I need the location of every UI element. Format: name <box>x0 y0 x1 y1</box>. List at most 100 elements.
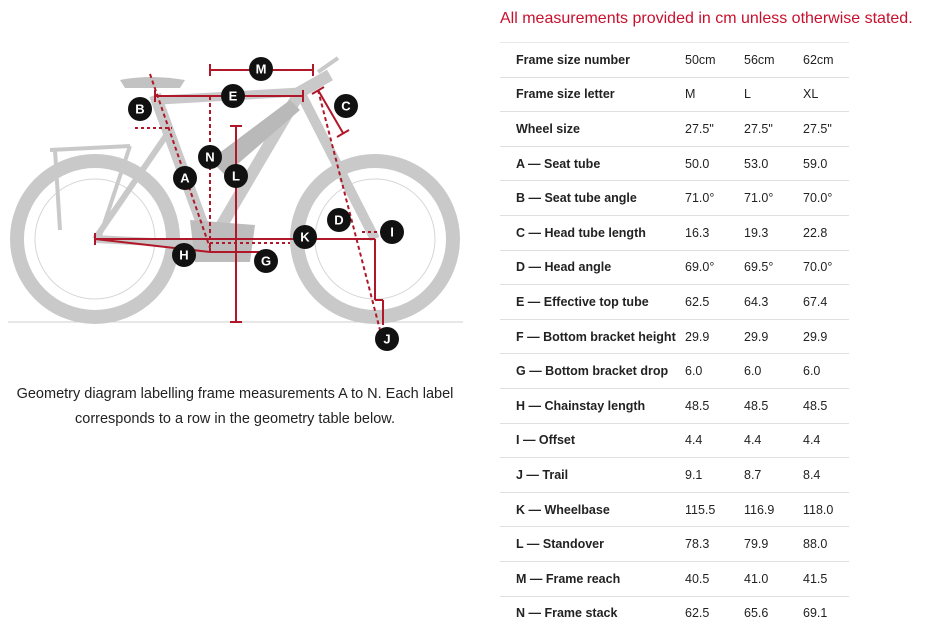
table-row: E — Effective top tube 62.5 64.3 67.4 <box>500 284 849 320</box>
row-value: 71.0° <box>744 180 803 216</box>
units-notice: All measurements provided in cm unless o… <box>500 10 913 27</box>
row-value: 29.9 <box>803 318 849 354</box>
row-value: 64.3 <box>744 284 803 320</box>
table-row: J — Trail 9.1 8.7 8.4 <box>500 457 849 493</box>
label-C: C <box>334 94 358 118</box>
row-value: 22.8 <box>803 214 849 251</box>
label-N: N <box>198 145 222 169</box>
table-row: I — Offset 4.4 4.4 4.4 <box>500 422 849 458</box>
svg-text:G: G <box>261 254 271 269</box>
row-label: D — Head angle <box>500 249 685 285</box>
row-value: 79.9 <box>744 526 803 562</box>
row-value: 41.5 <box>803 560 849 596</box>
row-label: J — Trail <box>500 457 685 493</box>
table-row: F — Bottom bracket height 29.9 29.9 29.9 <box>500 318 849 354</box>
row-label: Frame size letter <box>500 76 685 112</box>
diagram-caption: Geometry diagram labelling frame measure… <box>16 386 454 427</box>
row-label: F — Bottom bracket height <box>500 318 685 354</box>
row-label: G — Bottom bracket drop <box>500 353 685 389</box>
table-row: K — Wheelbase 115.5 116.9 118.0 <box>500 491 849 527</box>
table-row: Wheel size 27.5" 27.5" 27.5" <box>500 111 849 147</box>
row-value: 65.6 <box>744 595 803 630</box>
table-row: C — Head tube length 16.3 19.3 22.8 <box>500 214 849 251</box>
row-value: 70.0° <box>803 180 849 216</box>
row-value: 27.5" <box>803 111 849 147</box>
row-value: 115.5 <box>685 491 744 527</box>
row-label: M — Frame reach <box>500 560 685 596</box>
label-A: A <box>173 166 197 190</box>
row-value: 16.3 <box>685 214 744 251</box>
row-label: N — Frame stack <box>500 595 685 630</box>
row-value: 29.9 <box>685 318 744 354</box>
row-value: 4.4 <box>803 422 849 458</box>
label-L: L <box>224 164 248 188</box>
row-value: 67.4 <box>803 284 849 320</box>
row-value: 8.7 <box>744 457 803 493</box>
row-value: 56cm <box>744 42 803 78</box>
row-value: 48.5 <box>685 387 744 424</box>
label-E: E <box>221 84 245 108</box>
row-label: H — Chainstay length <box>500 387 685 424</box>
row-label: B — Seat tube angle <box>500 180 685 216</box>
svg-text:C: C <box>341 99 351 114</box>
row-value: 70.0° <box>803 249 849 285</box>
label-I: I <box>380 220 404 244</box>
svg-text:L: L <box>232 169 240 184</box>
label-K: K <box>293 225 317 249</box>
row-value: 40.5 <box>685 560 744 596</box>
row-value: 69.1 <box>803 595 849 630</box>
row-value: 53.0 <box>744 145 803 181</box>
row-value: 27.5" <box>744 111 803 147</box>
table-row: Frame size number 50cm 56cm 62cm <box>500 42 849 78</box>
row-label: A — Seat tube <box>500 145 685 181</box>
table-row: N — Frame stack 62.5 65.6 69.1 <box>500 595 849 630</box>
svg-text:A: A <box>180 171 190 186</box>
row-value: 6.0 <box>744 353 803 389</box>
table-row: M — Frame reach 40.5 41.0 41.5 <box>500 560 849 596</box>
row-value: L <box>744 76 803 112</box>
row-value: 71.0° <box>685 180 744 216</box>
row-value: 69.5° <box>744 249 803 285</box>
table-row: L — Standover 78.3 79.9 88.0 <box>500 526 849 562</box>
row-value: 41.0 <box>744 560 803 596</box>
measurement-lines <box>94 64 390 331</box>
label-H: H <box>172 243 196 267</box>
row-label: I — Offset <box>500 422 685 458</box>
row-label: Frame size number <box>500 42 685 78</box>
row-label: E — Effective top tube <box>500 284 685 320</box>
row-value: 62cm <box>803 42 849 78</box>
row-value: M <box>685 76 744 112</box>
row-value: 29.9 <box>744 318 803 354</box>
row-value: 62.5 <box>685 595 744 630</box>
row-value: 48.5 <box>744 387 803 424</box>
row-value: 4.4 <box>744 422 803 458</box>
row-value: 6.0 <box>803 353 849 389</box>
row-value: 19.3 <box>744 214 803 251</box>
table-row: Frame size letter M L XL <box>500 76 849 112</box>
row-value: 59.0 <box>803 145 849 181</box>
row-value: 116.9 <box>744 491 803 527</box>
table-row: A — Seat tube 50.0 53.0 59.0 <box>500 145 849 181</box>
row-label: K — Wheelbase <box>500 491 685 527</box>
row-value: 118.0 <box>803 491 849 527</box>
row-value: 8.4 <box>803 457 849 493</box>
label-B: B <box>128 97 152 121</box>
row-value: 62.5 <box>685 284 744 320</box>
geometry-table-body: Frame size number 50cm 56cm 62cm Frame size … <box>500 42 849 630</box>
label-J: J <box>375 327 399 351</box>
svg-text:I: I <box>390 225 394 240</box>
row-value: XL <box>803 76 849 112</box>
svg-text:N: N <box>205 150 214 165</box>
row-value: 78.3 <box>685 526 744 562</box>
row-value: 9.1 <box>685 457 744 493</box>
label-M: M <box>249 57 273 81</box>
geometry-table: Frame size number 50cm 56cm 62cm Frame size … <box>500 42 849 630</box>
table-row: H — Chainstay length 48.5 48.5 48.5 <box>500 387 849 424</box>
svg-text:B: B <box>135 102 144 117</box>
row-value: 4.4 <box>685 422 744 458</box>
row-value: 6.0 <box>685 353 744 389</box>
row-value: 50.0 <box>685 145 744 181</box>
svg-text:E: E <box>229 89 238 104</box>
svg-text:K: K <box>300 230 310 245</box>
table-row: D — Head angle 69.0° 69.5° 70.0° <box>500 249 849 285</box>
